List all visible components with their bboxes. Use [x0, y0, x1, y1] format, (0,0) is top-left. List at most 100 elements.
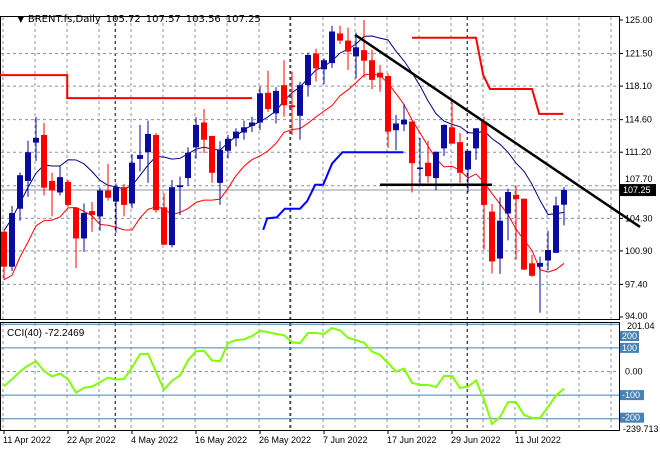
- candle: [377, 65, 383, 92]
- candle-body: [273, 90, 279, 114]
- candle: [449, 99, 455, 144]
- candle: [73, 207, 79, 269]
- candle-body: [465, 150, 471, 170]
- candle: [161, 193, 167, 246]
- candle-body: [345, 40, 351, 52]
- price-axis-label: 100.90: [625, 246, 653, 256]
- candle: [305, 52, 311, 97]
- price-axis-label: 125.00: [625, 15, 653, 25]
- candle-body: [65, 181, 71, 205]
- candle: [137, 124, 143, 172]
- candle: [553, 196, 559, 253]
- cci-label-bg: [4, 326, 94, 339]
- cci-level-label: -200: [622, 413, 640, 423]
- support-step-line: [262, 151, 404, 231]
- candle: [273, 87, 279, 124]
- candle: [297, 81, 303, 140]
- candle-body: [457, 142, 463, 173]
- chart-header: ▼ BRENT.fs,Daily 105.72 107.57 103.56 107.25: [5, 3, 266, 36]
- candle: [233, 128, 239, 147]
- candle-body: [233, 131, 239, 139]
- candle: [129, 154, 135, 209]
- date-axis-label: 7 Jun 2022: [323, 435, 368, 445]
- candle-body: [441, 124, 447, 149]
- candle-body: [265, 92, 271, 110]
- date-axis-label: 17 Jun 2022: [387, 435, 437, 445]
- candle: [113, 183, 119, 233]
- price-axis-label: 94.00: [625, 311, 648, 321]
- candle-body: [169, 187, 175, 246]
- candle: [9, 205, 15, 272]
- candle: [337, 25, 343, 44]
- candle: [545, 230, 551, 271]
- candle: [489, 203, 495, 274]
- cci-zero-label: 0.00: [625, 367, 643, 377]
- candle-body: [97, 190, 103, 217]
- candle-body: [449, 127, 455, 144]
- candle-body: [289, 105, 295, 108]
- candle: [385, 73, 391, 148]
- candle-body: [497, 220, 503, 259]
- price-axis-label: 97.40: [625, 279, 648, 289]
- cci-line: [3, 326, 565, 426]
- candle-body: [17, 175, 23, 209]
- candle-body: [337, 33, 343, 41]
- cci-level-label: -100: [622, 390, 640, 400]
- date-axis-label: 16 May 2022: [195, 435, 247, 445]
- candle-body: [553, 205, 559, 253]
- candle-body: [1, 231, 7, 267]
- candle-body: [537, 262, 543, 267]
- cci-level-box: [620, 412, 644, 423]
- candle-body: [409, 121, 415, 164]
- candle-body: [329, 31, 335, 64]
- candle-body: [361, 50, 367, 61]
- candle: [521, 198, 527, 271]
- candle-body: [129, 162, 135, 204]
- candle-body: [425, 162, 431, 177]
- candle: [41, 122, 47, 196]
- cci-level-label: 100: [622, 343, 637, 353]
- candle-body: [33, 137, 39, 143]
- candle-body: [433, 151, 439, 179]
- triangle-down-icon[interactable]: ▼: [17, 15, 24, 24]
- candle: [345, 27, 351, 70]
- candle: [153, 133, 159, 213]
- candle-body: [241, 127, 247, 133]
- candle-body: [209, 135, 215, 173]
- candle-body: [385, 76, 391, 132]
- candle: [473, 128, 479, 160]
- candle: [425, 140, 431, 183]
- candle: [481, 116, 487, 250]
- price-axis-label: 118.10: [625, 81, 652, 91]
- candle-body: [369, 60, 375, 80]
- candle: [361, 20, 367, 78]
- open-value: 105.72: [105, 14, 141, 25]
- candle-body: [73, 207, 79, 239]
- candle-body: [177, 185, 183, 188]
- price-axis-label: 107.70: [625, 174, 653, 184]
- candle: [249, 116, 255, 133]
- candle: [145, 120, 151, 183]
- price-axis-label: 114.60: [625, 115, 652, 125]
- candle-body: [249, 122, 255, 126]
- candle: [289, 71, 295, 135]
- date-axis-label: 11 Jul 2022: [515, 435, 561, 445]
- candle: [81, 203, 87, 252]
- candle-body: [561, 190, 567, 205]
- candle: [417, 137, 423, 184]
- candle: [169, 179, 175, 248]
- candle: [457, 133, 463, 183]
- candle-body: [89, 211, 95, 215]
- candle: [401, 103, 407, 132]
- candle: [265, 70, 271, 112]
- date-axis-label: 11 Apr 2022: [3, 435, 51, 445]
- candle-body: [513, 194, 519, 200]
- candle: [121, 183, 127, 217]
- moving-average-low-line: [3, 73, 565, 281]
- high-value: 107.57: [145, 14, 181, 25]
- candle-body: [217, 149, 223, 183]
- symbol-label: BRENT.fs,Daily: [27, 14, 101, 25]
- candle: [57, 166, 63, 196]
